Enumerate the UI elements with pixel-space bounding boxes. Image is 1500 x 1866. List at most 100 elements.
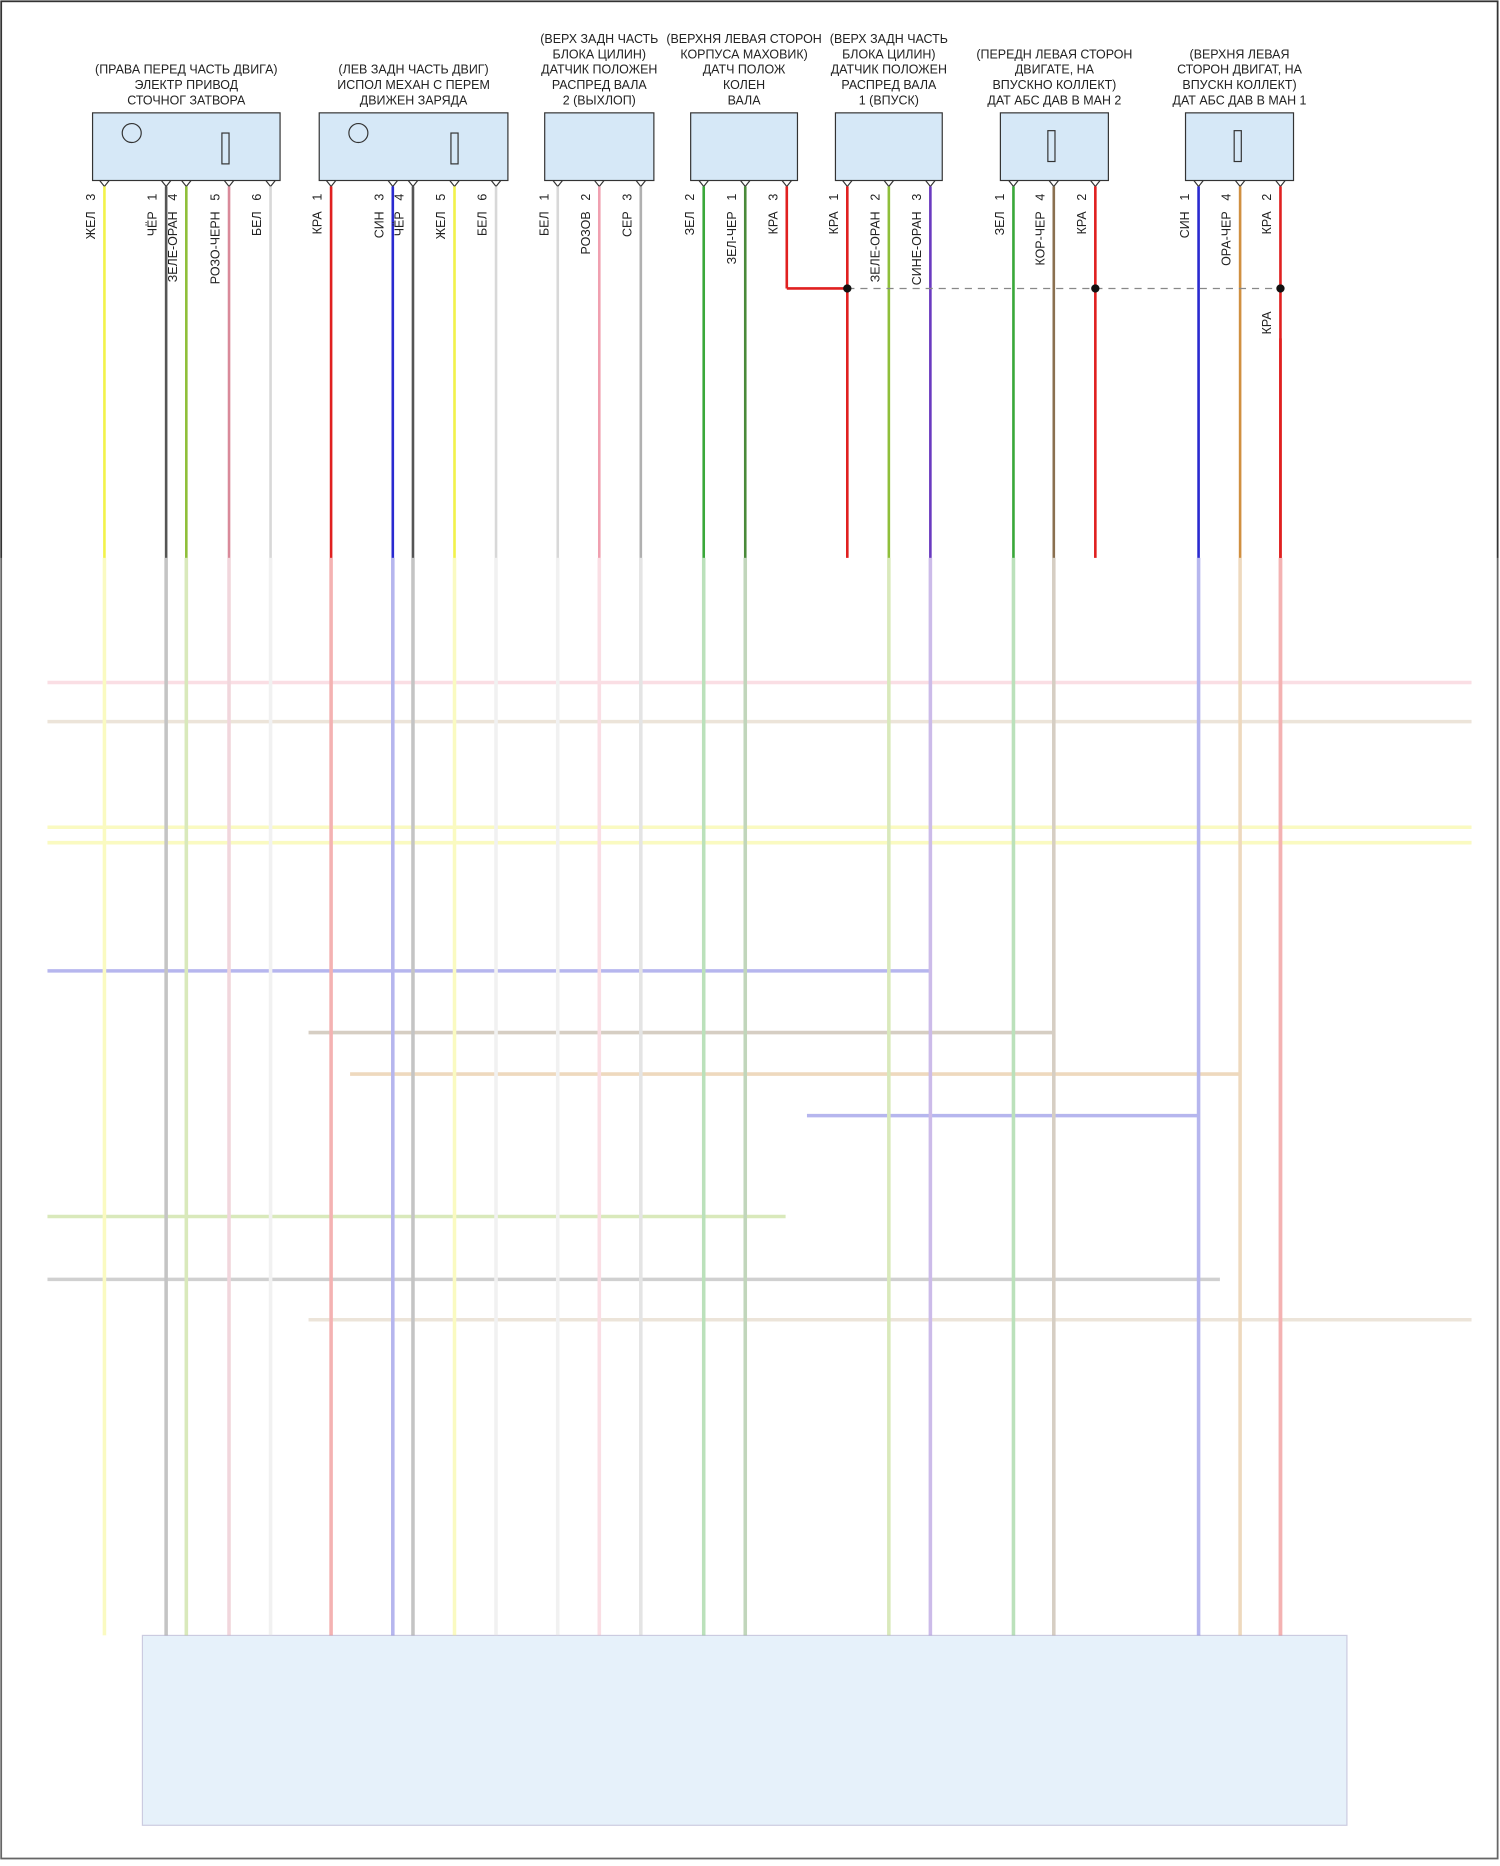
pin-number: 4 — [392, 194, 406, 201]
pin-terminal — [1090, 180, 1101, 188]
motor-symbol — [348, 122, 369, 144]
pin-terminal — [407, 180, 419, 188]
pin-terminal — [490, 180, 502, 188]
pin-number: 4 — [166, 194, 180, 201]
ecu-block — [141, 1634, 1348, 1826]
wire-label: ЖЕЛ — [434, 211, 448, 239]
pin-number: 1 — [725, 194, 739, 201]
potentiometer — [1233, 130, 1242, 163]
component-label: ДАТЧ ПОЛОЖ — [703, 63, 786, 77]
pin-terminal — [740, 180, 751, 188]
component-label: (ПЕРЕДН ЛЕВАЯ СТОРОН — [976, 47, 1132, 61]
lower-wiring — [47, 557, 1472, 1636]
component-label: ДАТЧИК ПОЛОЖЕН — [831, 63, 947, 77]
wire-label: КРА — [1260, 311, 1274, 335]
component-label: ЭЛЕКТР ПРИВОД — [135, 78, 239, 92]
wire-label: БЕЛ — [250, 211, 264, 236]
component-box — [1184, 112, 1295, 182]
pin-number: 1 — [311, 194, 325, 201]
wire-label: КОР-ЧЕР — [1033, 211, 1047, 265]
pin-number: 3 — [910, 194, 924, 201]
wire-label: ЖЕЛ — [84, 211, 98, 239]
component-label: (ЛЕВ ЗАДН ЧАСТЬ ДВИГ) — [338, 63, 488, 77]
pin-terminal — [842, 180, 853, 188]
pin-number: 3 — [620, 194, 634, 201]
component-label: ВАЛА — [728, 94, 762, 108]
component-label: (ВЕРХНЯ ЛЕВАЯ СТОРОН — [666, 32, 821, 46]
pin-number: 2 — [683, 194, 697, 201]
component-label: БЛОКА ЦИЛИН) — [553, 47, 646, 61]
component-label: ИСПОЛ МЕХАН С ПЕРЕМ — [337, 78, 490, 92]
pin-terminal — [387, 180, 399, 188]
component-label: 2 (ВЫХЛОП) — [563, 94, 636, 108]
pin-terminal — [181, 180, 192, 188]
pin-number: 1 — [537, 194, 551, 201]
pin-terminal — [265, 180, 276, 188]
pin-terminal — [160, 180, 172, 188]
wire-label: ЧЁР — [392, 211, 406, 236]
pin-number: 6 — [476, 194, 490, 201]
splice-point — [1091, 284, 1100, 293]
pin-number: 4 — [1033, 194, 1047, 201]
wire-label: РОЗОВ — [579, 211, 593, 254]
component-label: 1 (ВПУСК) — [859, 94, 919, 108]
pin-number: 2 — [1260, 194, 1274, 201]
component-label: ДВИГАТЕ, НА — [1015, 63, 1095, 77]
wire-label: ЗЕЛ — [683, 211, 697, 235]
wire-label: СИН — [1178, 211, 1192, 238]
component-label: БЛОКА ЦИЛИН) — [842, 47, 935, 61]
pin-number: 3 — [84, 194, 98, 201]
pin-number: 1 — [993, 194, 1007, 201]
wire-label: КРА — [827, 211, 841, 235]
pin-terminal — [223, 180, 235, 188]
pin-terminal — [552, 180, 563, 188]
pin-number: 3 — [372, 194, 386, 201]
component-label: (ВЕРХ ЗАДН ЧАСТЬ — [540, 32, 658, 46]
pin-terminal — [1275, 180, 1286, 188]
component-label: ВПУСКНО КОЛЛЕКТ) — [992, 78, 1116, 92]
potentiometer — [450, 132, 459, 165]
component-label: (ВЕРХНЯ ЛЕВАЯ — [1190, 47, 1290, 61]
wire-label: КРА — [311, 211, 325, 235]
component-label: РАСПРЕД ВАЛА — [552, 78, 648, 92]
pin-number: 1 — [146, 194, 160, 201]
pin-number: 3 — [766, 194, 780, 201]
wire-label: ЗЕЛ-ЧЕР — [725, 211, 739, 264]
component-box — [834, 112, 943, 182]
pin-terminal — [1048, 180, 1060, 188]
pin-number: 5 — [434, 194, 448, 201]
wire-label: КРА — [1260, 211, 1274, 235]
pin-terminal — [883, 180, 895, 188]
component-label: (ПРАВА ПЕРЕД ЧАСТЬ ДВИГА) — [95, 63, 278, 77]
component-box — [690, 112, 799, 182]
component-box — [91, 112, 281, 182]
pin-number: 1 — [827, 194, 841, 201]
wire-label: РОЗО-ЧЕРН — [209, 211, 223, 284]
pin-number: 5 — [209, 194, 223, 201]
wire-label: БЕЛ — [476, 211, 490, 236]
splice-point — [1276, 284, 1285, 293]
wire-label: СЕР — [620, 211, 634, 237]
wire-label: БЕЛ — [537, 211, 551, 236]
component-box — [544, 112, 655, 182]
pin-number: 2 — [579, 194, 593, 201]
potentiometer — [221, 132, 230, 165]
pin-terminal — [594, 180, 605, 188]
wire-label: ЗЕЛЕ-ОРАН — [868, 211, 882, 282]
wire-label: СИН — [372, 211, 386, 238]
component-label: ВПУСКН КОЛЛЕКТ) — [1182, 78, 1296, 92]
component-label: РАСПРЕД ВАЛА — [841, 78, 937, 92]
wire-label: ЗЕЛЕ-ОРАН — [166, 211, 180, 282]
pin-terminal — [698, 180, 709, 188]
pin-terminal — [325, 180, 337, 188]
pin-number: 6 — [250, 194, 264, 201]
component-label: СТОРОН ДВИГАТ, НА — [1177, 63, 1303, 77]
pin-terminal — [1008, 180, 1019, 188]
wire-label: ЗЕЛ — [993, 211, 1007, 235]
wire-label: СИНЕ-ОРАН — [910, 211, 924, 285]
pin-terminal — [1193, 180, 1204, 188]
component-box — [318, 112, 509, 182]
component-label: ДАТ АБС ДАВ В МАН 2 — [987, 94, 1121, 108]
pin-terminal — [449, 180, 460, 188]
